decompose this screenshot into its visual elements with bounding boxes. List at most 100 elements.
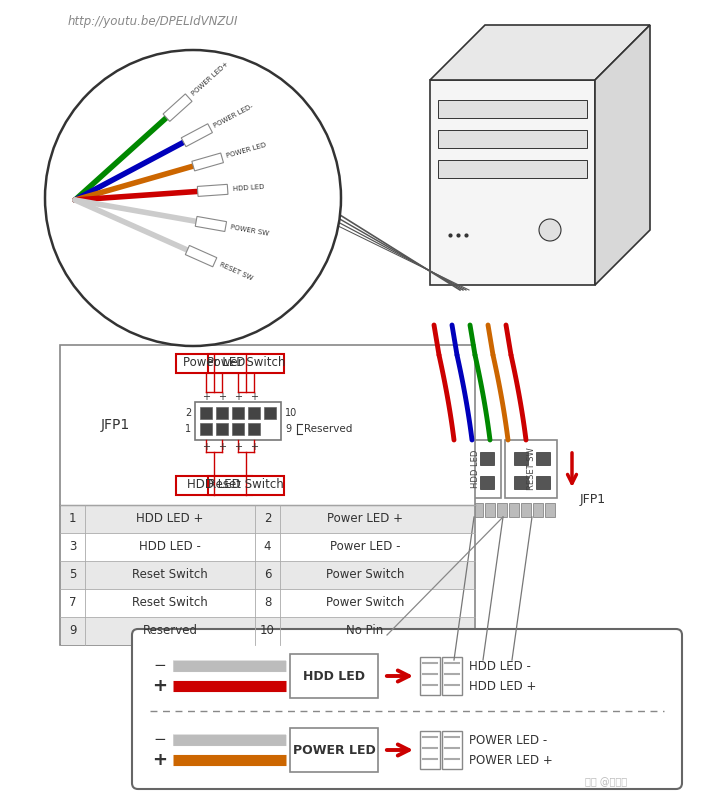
FancyBboxPatch shape [176, 475, 252, 494]
Text: Reset Switch: Reset Switch [132, 596, 208, 610]
Text: −: − [153, 658, 166, 673]
FancyBboxPatch shape [438, 160, 587, 178]
Text: +: + [218, 392, 226, 402]
Text: Power Switch: Power Switch [326, 596, 404, 610]
Polygon shape [181, 124, 212, 147]
Text: POWER LED+: POWER LED+ [190, 60, 230, 97]
FancyBboxPatch shape [536, 452, 550, 465]
FancyBboxPatch shape [485, 503, 495, 517]
FancyBboxPatch shape [480, 452, 494, 465]
Text: HDD LED: HDD LED [303, 669, 365, 683]
Text: HDD LED: HDD LED [233, 184, 264, 192]
Text: HDD LED: HDD LED [470, 450, 480, 488]
Text: http://youtu.be/DPELIdVNZUI: http://youtu.be/DPELIdVNZUI [68, 15, 238, 28]
Polygon shape [595, 25, 650, 285]
Text: 3: 3 [69, 540, 76, 554]
FancyBboxPatch shape [290, 654, 378, 698]
Text: +: + [234, 392, 242, 402]
Text: −: − [153, 733, 166, 748]
FancyBboxPatch shape [420, 657, 440, 695]
Polygon shape [197, 185, 228, 196]
Text: JFP1: JFP1 [100, 418, 130, 432]
FancyBboxPatch shape [61, 618, 474, 645]
Text: HDD LED: HDD LED [187, 478, 241, 492]
FancyBboxPatch shape [497, 503, 507, 517]
Text: Power LED -: Power LED - [330, 540, 400, 554]
Text: 1: 1 [68, 512, 76, 526]
Polygon shape [195, 216, 227, 231]
Text: 2: 2 [185, 408, 191, 418]
FancyBboxPatch shape [509, 503, 519, 517]
FancyBboxPatch shape [449, 503, 459, 517]
Text: +: + [218, 442, 226, 452]
Polygon shape [430, 25, 650, 80]
FancyBboxPatch shape [514, 452, 528, 465]
FancyBboxPatch shape [449, 440, 501, 498]
FancyBboxPatch shape [200, 423, 212, 435]
FancyBboxPatch shape [442, 731, 462, 769]
Text: Power LED +: Power LED + [327, 512, 403, 526]
Text: 10: 10 [285, 408, 297, 418]
FancyBboxPatch shape [438, 100, 587, 118]
FancyBboxPatch shape [195, 402, 281, 440]
FancyBboxPatch shape [216, 423, 228, 435]
FancyBboxPatch shape [264, 407, 276, 419]
Text: 9: 9 [285, 424, 291, 434]
Text: 知乎 @高小博: 知乎 @高小博 [585, 777, 627, 787]
Text: +: + [202, 392, 210, 402]
Text: 1: 1 [185, 424, 191, 434]
FancyBboxPatch shape [208, 353, 284, 372]
FancyBboxPatch shape [438, 130, 587, 148]
Text: Reset Switch: Reset Switch [208, 478, 284, 492]
FancyBboxPatch shape [232, 423, 244, 435]
Text: JFP1: JFP1 [580, 493, 606, 507]
Text: Power LED: Power LED [183, 356, 246, 370]
FancyBboxPatch shape [521, 503, 531, 517]
Text: HDD LED +: HDD LED + [136, 512, 204, 526]
Text: 2: 2 [264, 512, 271, 526]
Text: +: + [202, 442, 210, 452]
Text: +: + [234, 442, 242, 452]
Text: POWER LED -: POWER LED - [469, 733, 547, 747]
Circle shape [45, 50, 341, 346]
Text: POWER LED: POWER LED [226, 143, 267, 159]
Text: 4: 4 [264, 540, 271, 554]
FancyBboxPatch shape [176, 353, 252, 372]
Text: 10: 10 [260, 625, 275, 638]
Text: +: + [250, 392, 258, 402]
FancyBboxPatch shape [480, 476, 494, 489]
FancyBboxPatch shape [536, 476, 550, 489]
FancyBboxPatch shape [458, 452, 472, 465]
FancyBboxPatch shape [61, 562, 474, 589]
FancyBboxPatch shape [132, 629, 682, 789]
Text: Reset Switch: Reset Switch [132, 569, 208, 581]
Text: HDD LED -: HDD LED - [139, 540, 201, 554]
Text: RESET SW: RESET SW [218, 261, 253, 281]
Text: HDD LED -: HDD LED - [469, 660, 531, 672]
Text: +: + [153, 677, 168, 695]
Polygon shape [163, 94, 192, 121]
Text: HDD LED +: HDD LED + [469, 680, 536, 692]
Text: POWER LED: POWER LED [292, 744, 375, 756]
Text: Reserved: Reserved [304, 424, 352, 434]
FancyBboxPatch shape [61, 506, 474, 533]
FancyBboxPatch shape [514, 476, 528, 489]
FancyBboxPatch shape [545, 503, 555, 517]
Text: 9: 9 [68, 625, 76, 638]
FancyBboxPatch shape [505, 440, 557, 498]
Text: POWER LED-: POWER LED- [213, 103, 255, 128]
Text: POWER SW: POWER SW [230, 224, 269, 237]
Polygon shape [192, 153, 223, 171]
FancyBboxPatch shape [461, 503, 471, 517]
FancyBboxPatch shape [208, 475, 284, 494]
FancyBboxPatch shape [458, 476, 472, 489]
FancyBboxPatch shape [61, 590, 474, 617]
FancyBboxPatch shape [442, 657, 462, 695]
Text: +: + [250, 442, 258, 452]
FancyBboxPatch shape [533, 503, 543, 517]
Text: 7: 7 [68, 596, 76, 610]
Text: RESET SW: RESET SW [526, 447, 536, 490]
Text: 6: 6 [264, 569, 271, 581]
Text: Power Switch: Power Switch [207, 356, 285, 370]
Polygon shape [430, 80, 595, 285]
